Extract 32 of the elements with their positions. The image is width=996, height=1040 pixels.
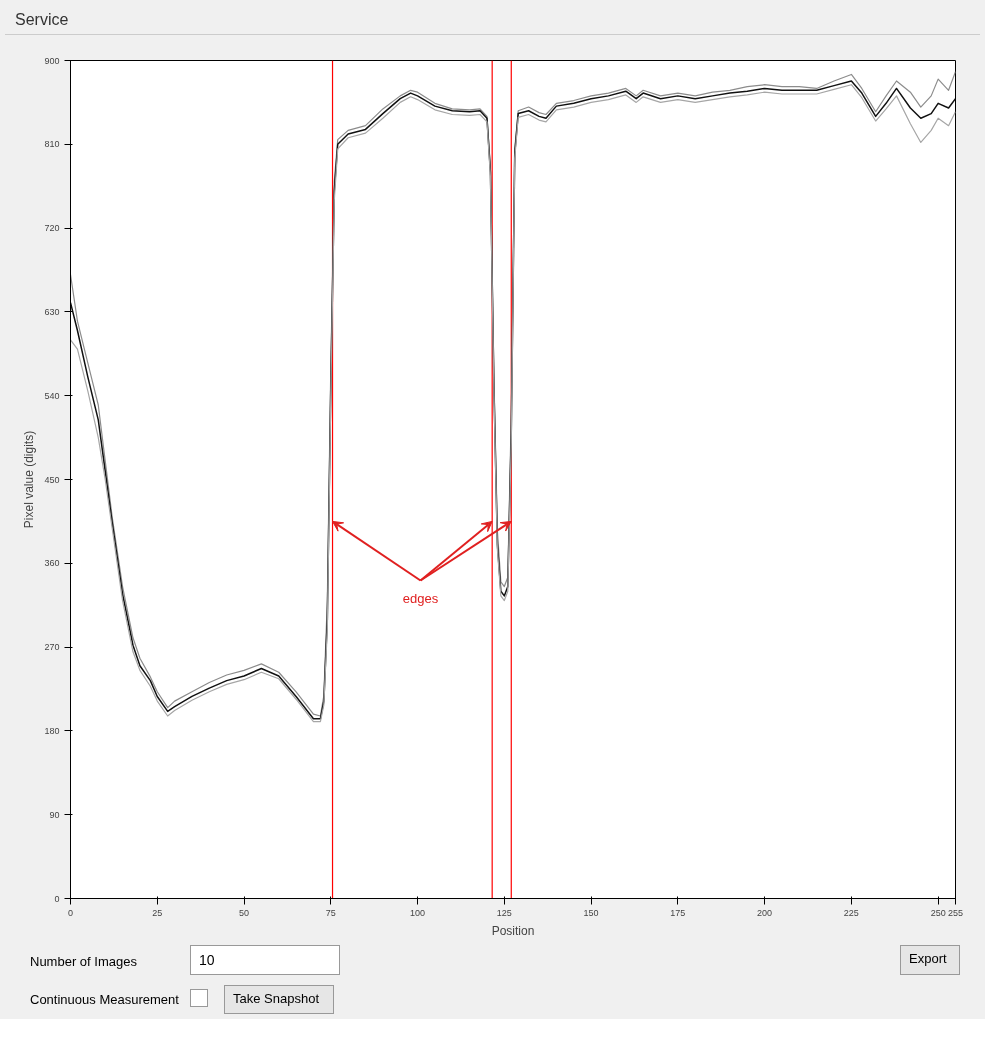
x-tick-label: 0 <box>68 907 74 918</box>
text: Export <box>909 950 947 968</box>
x-tick-label: 25 <box>152 907 163 918</box>
y-tick-label: 270 <box>44 642 60 653</box>
x-tick-label: 250 <box>930 907 946 918</box>
y-tick-label: 630 <box>44 306 60 317</box>
x-tick-label: 100 <box>410 907 426 918</box>
x-axis-title: Position <box>491 923 535 938</box>
text: 10 <box>199 951 215 970</box>
y-tick-label: 180 <box>44 725 60 736</box>
x-tick-label: 225 <box>843 907 859 918</box>
y-tick-label: 450 <box>44 474 60 485</box>
y-tick-label: 360 <box>44 558 60 569</box>
y-tick-label: 540 <box>44 390 60 401</box>
x-tick-label: 50 <box>239 907 250 918</box>
y-tick-label: 90 <box>49 809 60 820</box>
x-tick-label: 175 <box>670 907 686 918</box>
annotation: edges <box>402 591 439 606</box>
text: Number of Images <box>30 953 137 971</box>
text: Continuous Measurement <box>30 991 179 1009</box>
x-tick-label: 75 <box>325 907 336 918</box>
y-tick-label: 810 <box>44 139 60 150</box>
x-tick-label: 150 <box>583 907 599 918</box>
x-tick-label: 125 <box>496 907 512 918</box>
y-tick-label: 900 <box>44 55 60 66</box>
y-tick-label: 0 <box>54 893 60 904</box>
x-tick-label: 255 <box>947 907 964 918</box>
x-tick-label: 200 <box>757 907 773 918</box>
chart-title: Service <box>15 10 69 30</box>
text: Take Snapshot <box>233 990 320 1008</box>
y-axis-title: Pixel value (digits) <box>22 430 37 529</box>
y-tick-label: 720 <box>44 223 60 234</box>
